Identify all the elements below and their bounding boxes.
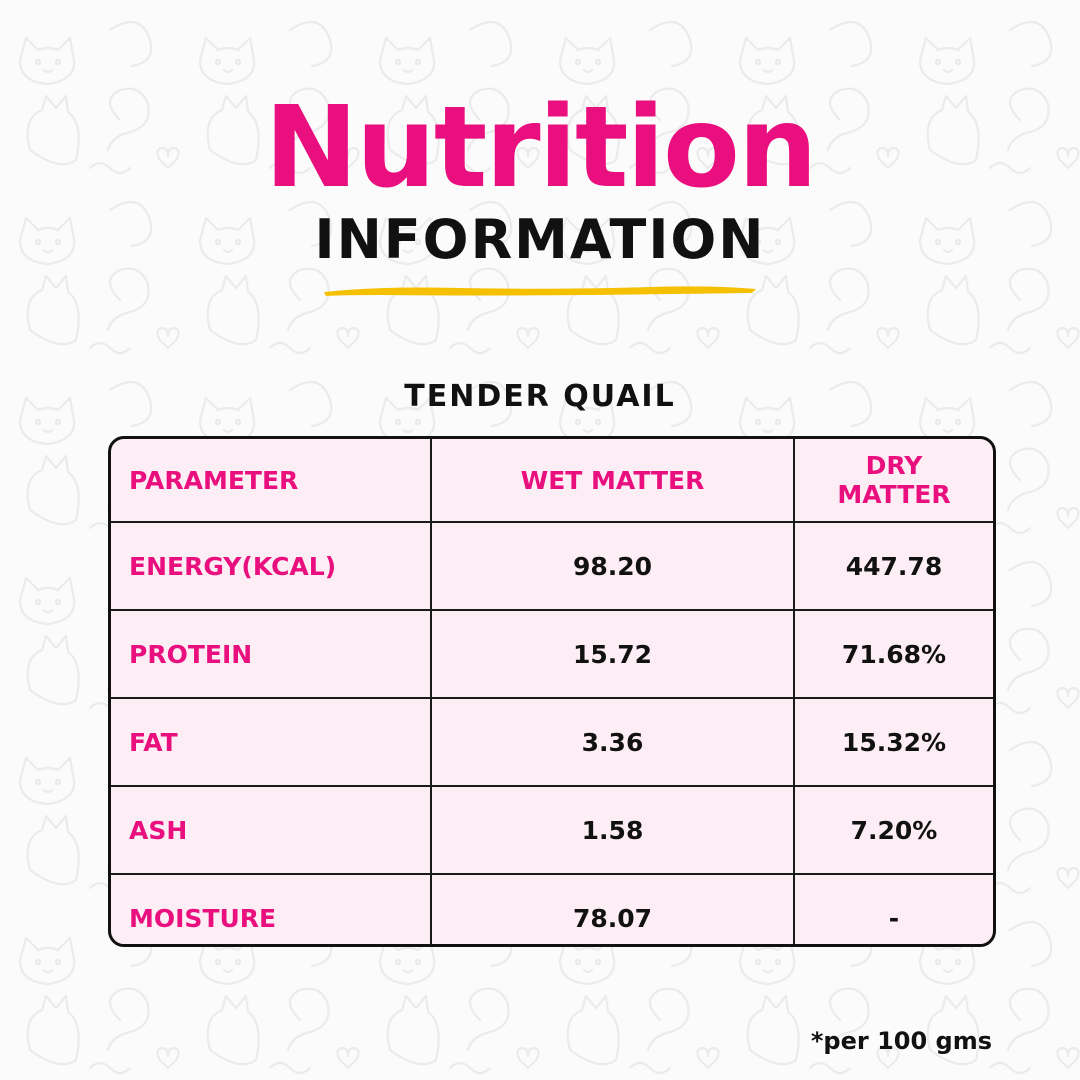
table-row: ASH 1.58 7.20%: [111, 785, 993, 875]
dry-matter-cell: 15.32%: [793, 697, 993, 787]
product-name: TENDER QUAIL: [404, 379, 676, 414]
wet-matter-cell: 1.58: [430, 785, 795, 875]
dry-matter-cell: 7.20%: [793, 785, 993, 875]
table-row: ENERGY(KCAL) 98.20 447.78: [111, 521, 993, 611]
wet-matter-cell: 3.36: [430, 697, 795, 787]
table-row: MOISTURE 78.07 -: [111, 873, 993, 944]
parameter-cell: PROTEIN: [111, 609, 432, 699]
table-row: FAT 3.36 15.32%: [111, 697, 993, 787]
dry-matter-cell: 447.78: [793, 521, 993, 611]
wet-matter-cell: 15.72: [430, 609, 795, 699]
parameter-cell: MOISTURE: [111, 873, 432, 944]
page-subtitle: INFORMATION: [314, 208, 766, 271]
footnote: *per 100 gms: [810, 1027, 992, 1055]
page-title: Nutrition: [264, 83, 817, 213]
nutrition-table: PARAMETER WET MATTER DRY MATTER ENERGY(K…: [108, 436, 996, 947]
table-row: PROTEIN 15.72 71.68%: [111, 609, 993, 699]
table-header-row: PARAMETER WET MATTER DRY MATTER: [111, 439, 993, 523]
dry-matter-cell: -: [793, 873, 993, 944]
column-header-dry-matter: DRY MATTER: [793, 439, 993, 523]
wet-matter-cell: 78.07: [430, 873, 795, 944]
dry-matter-cell: 71.68%: [793, 609, 993, 699]
nutrition-table-grid: PARAMETER WET MATTER DRY MATTER ENERGY(K…: [111, 439, 993, 944]
column-header-wet-matter: WET MATTER: [430, 439, 795, 523]
brush-stroke-icon: [324, 286, 756, 296]
parameter-cell: ENERGY(KCAL): [111, 521, 432, 611]
column-header-parameter: PARAMETER: [111, 439, 432, 523]
parameter-cell: FAT: [111, 697, 432, 787]
parameter-cell: ASH: [111, 785, 432, 875]
wet-matter-cell: 98.20: [430, 521, 795, 611]
